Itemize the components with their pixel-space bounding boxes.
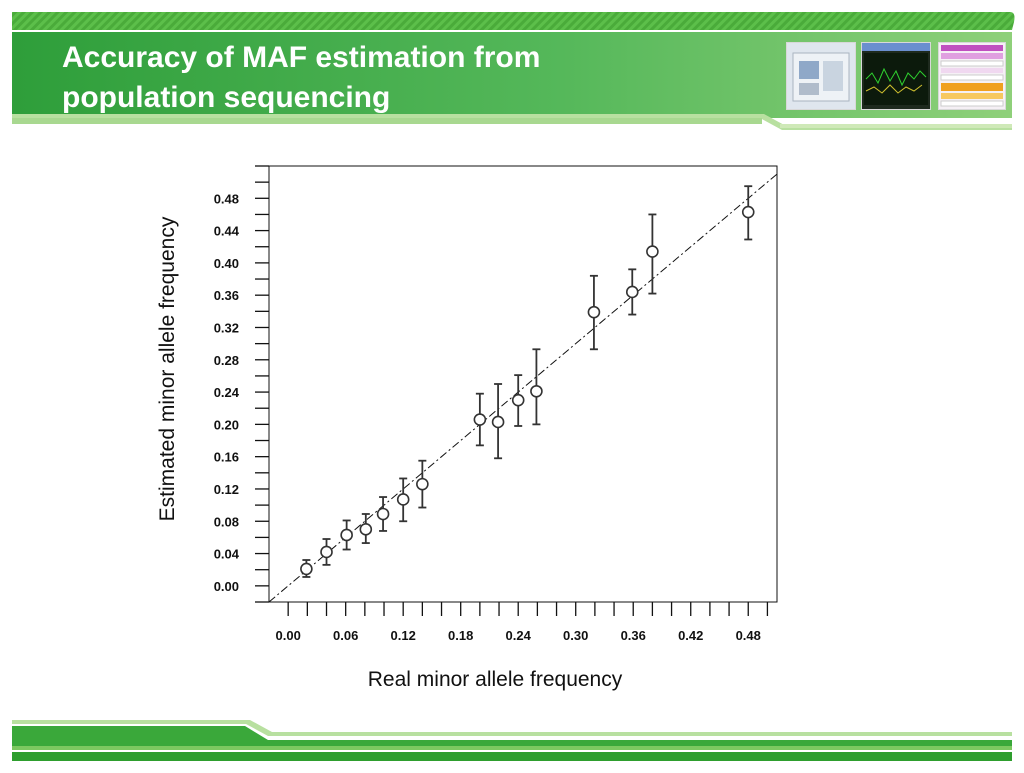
chart-svg: 0.00 0.04 0.08 0.12 0.16 0.20 0.24 0.28 0.32 0.36… bbox=[156, 165, 778, 691]
point-marker bbox=[511, 393, 525, 407]
y-tick-label: 0.48 bbox=[214, 191, 239, 206]
x-tick-label: 0.42 bbox=[678, 628, 703, 643]
point-marker bbox=[320, 545, 333, 559]
x-tick-label: 0.12 bbox=[391, 628, 416, 643]
data-point bbox=[511, 374, 525, 427]
point-marker bbox=[376, 507, 390, 521]
point-marker bbox=[646, 245, 659, 258]
y-tick-label: 0.36 bbox=[214, 288, 239, 303]
x-axis-ticks bbox=[287, 602, 769, 616]
point-marker bbox=[473, 413, 487, 426]
trace-viewer-thumbnail bbox=[861, 42, 931, 110]
point-marker bbox=[530, 384, 543, 398]
y-tick-label: 0.40 bbox=[214, 256, 239, 271]
slide-title-line-2: population sequencing bbox=[62, 81, 391, 114]
data-point bbox=[396, 477, 410, 523]
slide-title-line-1: Accuracy of MAF estimation from bbox=[62, 41, 541, 74]
y-tick-label: 0.44 bbox=[214, 224, 240, 239]
data-point bbox=[530, 348, 543, 426]
data-point bbox=[300, 559, 313, 578]
data-point bbox=[340, 519, 353, 551]
point-marker bbox=[300, 562, 313, 576]
point-marker bbox=[416, 477, 429, 491]
reference-line bbox=[268, 173, 778, 603]
y-tick-label: 0.20 bbox=[214, 417, 239, 432]
y-axis-ticks bbox=[255, 165, 269, 603]
x-axis-title: Real minor allele frequency bbox=[368, 668, 623, 691]
data-point bbox=[376, 496, 390, 532]
x-tick-label: 0.06 bbox=[333, 628, 358, 643]
x-axis-tick-labels: 0.00 0.06 0.12 0.18 0.24 0.30 0.36 0.42 0.48 bbox=[276, 628, 761, 643]
y-tick-label: 0.08 bbox=[214, 514, 239, 529]
y-tick-label: 0.12 bbox=[214, 482, 239, 497]
point-marker bbox=[340, 528, 353, 542]
data-point bbox=[416, 459, 429, 509]
point-marker bbox=[396, 493, 410, 506]
y-tick-label: 0.00 bbox=[214, 579, 239, 594]
data-point bbox=[646, 213, 659, 295]
point-marker bbox=[625, 285, 639, 299]
y-tick-label: 0.04 bbox=[214, 547, 240, 562]
data-points bbox=[300, 185, 755, 578]
point-marker bbox=[491, 415, 505, 429]
footer-banner-shape bbox=[12, 720, 1012, 761]
data-point bbox=[587, 274, 601, 351]
header-banner: Accuracy of MAF estimation from populati… bbox=[0, 0, 1024, 135]
y-tick-label: 0.24 bbox=[214, 385, 240, 400]
plot-frame bbox=[268, 165, 778, 603]
x-tick-label: 0.36 bbox=[621, 628, 646, 643]
spreadsheet-thumbnail bbox=[938, 42, 1006, 110]
data-point bbox=[359, 513, 373, 544]
slide-title: Accuracy of MAF estimation from populati… bbox=[62, 38, 762, 118]
data-point bbox=[741, 185, 755, 241]
data-point bbox=[473, 392, 487, 447]
x-tick-label: 0.18 bbox=[448, 628, 473, 643]
x-tick-label: 0.00 bbox=[276, 628, 301, 643]
x-tick-label: 0.48 bbox=[736, 628, 761, 643]
y-axis-title: Estimated minor allele frequency bbox=[156, 216, 179, 521]
point-marker bbox=[741, 205, 755, 219]
x-tick-label: 0.30 bbox=[563, 628, 588, 643]
y-axis-tick-labels: 0.00 0.04 0.08 0.12 0.16 0.20 0.24 0.28 0.32 0.36… bbox=[214, 191, 240, 594]
data-point bbox=[491, 383, 505, 460]
point-marker bbox=[359, 523, 373, 536]
x-tick-label: 0.24 bbox=[506, 628, 532, 643]
point-marker bbox=[587, 305, 601, 319]
data-point bbox=[320, 538, 333, 566]
sequencer-instrument-thumbnail bbox=[786, 42, 856, 110]
y-tick-label: 0.16 bbox=[214, 450, 239, 465]
data-point bbox=[625, 268, 639, 316]
y-tick-label: 0.28 bbox=[214, 353, 239, 368]
y-tick-label: 0.32 bbox=[214, 320, 239, 335]
footer-banner bbox=[0, 716, 1024, 768]
maf-scatter-chart: 0.00 0.04 0.08 0.12 0.16 0.20 0.24 0.28 0.32 0.36… bbox=[140, 155, 840, 715]
